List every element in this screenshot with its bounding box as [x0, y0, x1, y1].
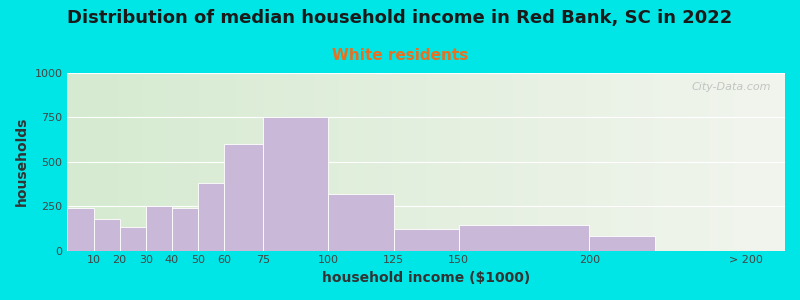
Text: Distribution of median household income in Red Bank, SC in 2022: Distribution of median household income …	[67, 9, 733, 27]
Bar	[328, 194, 394, 250]
Bar	[198, 183, 224, 250]
Y-axis label: households: households	[15, 117, 29, 206]
Bar	[67, 208, 94, 250]
Bar	[120, 227, 146, 250]
X-axis label: household income ($1000): household income ($1000)	[322, 271, 530, 285]
Bar	[263, 116, 328, 250]
Bar	[146, 206, 172, 250]
Bar	[172, 208, 198, 250]
Text: City-Data.com: City-Data.com	[691, 82, 770, 92]
Bar	[394, 229, 459, 250]
Bar	[94, 219, 120, 250]
Bar	[224, 144, 263, 250]
Bar	[590, 236, 654, 250]
Text: White residents: White residents	[332, 48, 468, 63]
Bar	[459, 225, 590, 250]
